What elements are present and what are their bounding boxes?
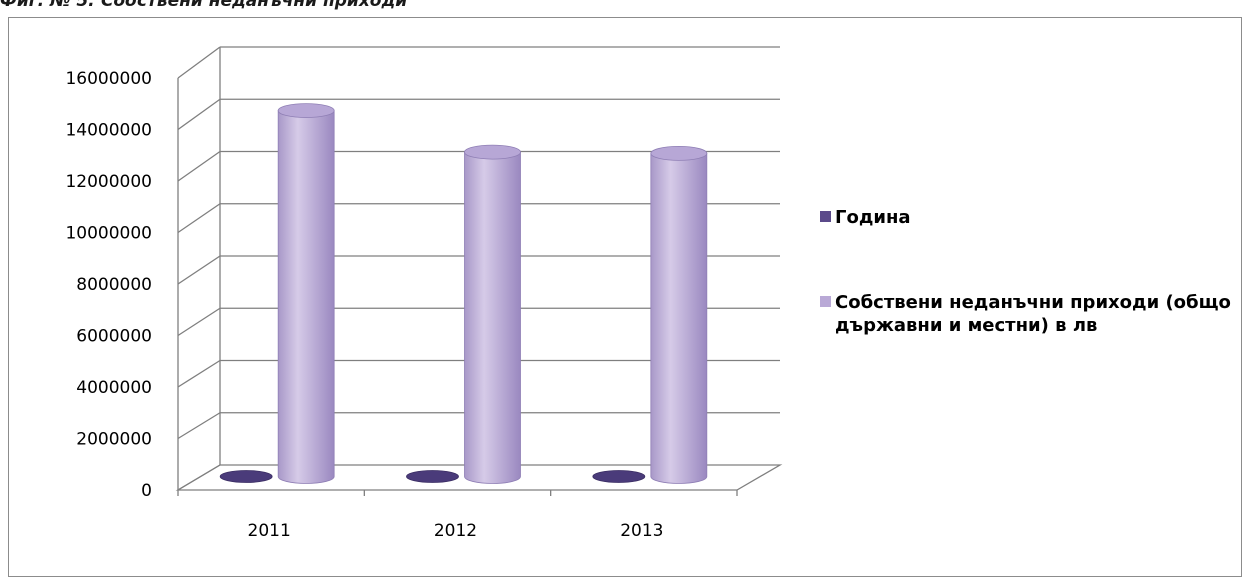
page-heading: Фиг. № 5: Собствени неданъчни приходи xyxy=(0,0,408,11)
x-tick-label: 2012 xyxy=(434,521,477,541)
grid-diagonal xyxy=(177,412,221,440)
y-tick-label: 16000000 xyxy=(65,69,152,89)
bar-revenue-top xyxy=(650,145,708,161)
legend-label-revenue: Собствени неданъчни приходи (общо държав… xyxy=(835,292,1231,336)
bar-year xyxy=(219,470,273,483)
legend: Година Собствени неданъчни приходи (общо… xyxy=(820,206,1240,399)
bar-year xyxy=(406,470,459,483)
legend-label-year: Година xyxy=(835,207,911,228)
bar-revenue-top xyxy=(464,144,521,160)
bar-revenue-top xyxy=(277,103,335,118)
x-tick-label: 2013 xyxy=(620,521,663,541)
grid-diagonal xyxy=(177,98,221,131)
bar-revenue xyxy=(464,151,521,484)
y-tick-label: 4000000 xyxy=(76,378,152,398)
y-tick-label: 8000000 xyxy=(76,275,152,295)
tick-labels: 0 2000000 4000000 6000000 8000000 10000000 120… xyxy=(65,69,663,541)
legend-item-year: Година xyxy=(820,206,1240,229)
y-tick-label: 12000000 xyxy=(65,172,152,192)
grid-diagonal xyxy=(177,255,221,285)
bar-year xyxy=(592,470,646,483)
axes xyxy=(175,47,783,496)
legend-swatch-year xyxy=(820,211,831,222)
y-tick-label: 6000000 xyxy=(76,327,152,347)
y-tick-label: 2000000 xyxy=(76,430,152,450)
legend-swatch-revenue xyxy=(820,296,831,307)
y-tick-label: 0 xyxy=(141,481,152,501)
grid-diagonal xyxy=(177,150,221,182)
grid-diagonal xyxy=(177,46,221,79)
y-tick-label: 14000000 xyxy=(65,121,152,141)
grid-diagonal xyxy=(177,307,221,337)
grid-diagonal xyxy=(177,203,221,234)
y-tick-label: 10000000 xyxy=(65,224,152,244)
x-tick-label: 2011 xyxy=(248,521,291,541)
grid-diagonal xyxy=(177,359,221,388)
legend-item-revenue: Собствени неданъчни приходи (общо държав… xyxy=(820,291,1240,337)
bars xyxy=(219,103,708,484)
bar-revenue xyxy=(277,110,335,484)
bar-revenue xyxy=(650,152,708,484)
